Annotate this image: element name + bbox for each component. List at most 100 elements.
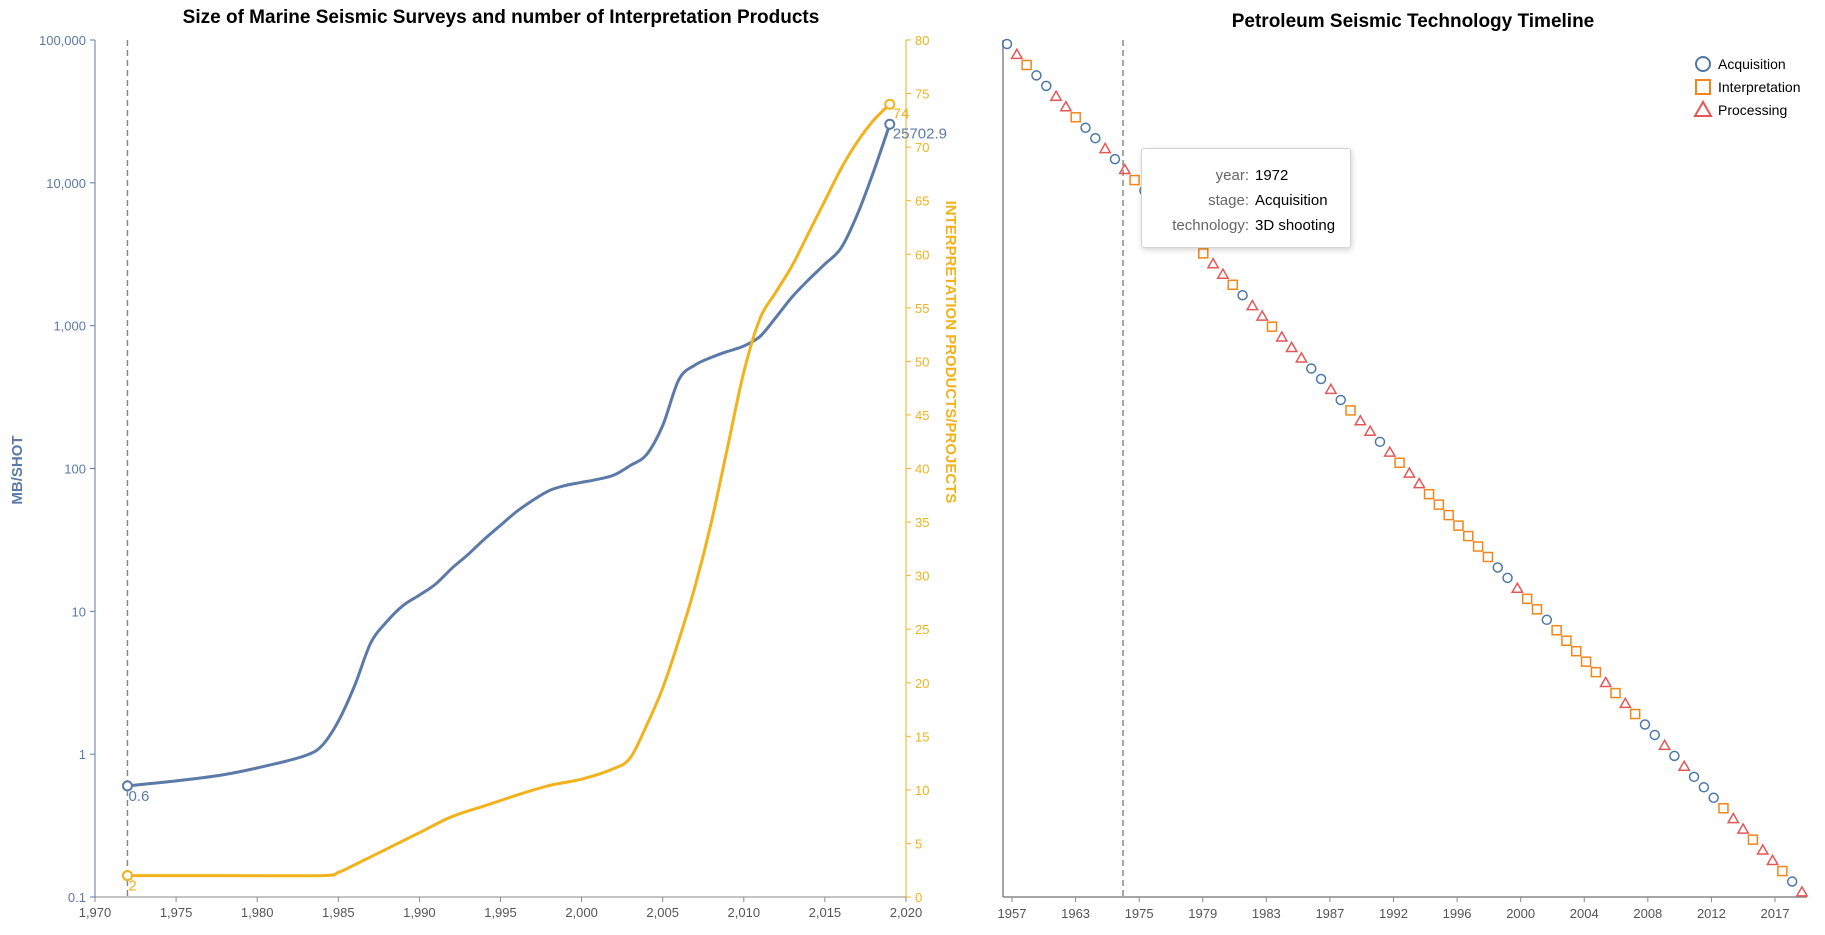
acquisition-point[interactable] — [1306, 363, 1317, 374]
interpretation-point[interactable] — [1227, 279, 1238, 291]
acquisition-point[interactable] — [1315, 373, 1327, 385]
acquisition-point[interactable] — [1109, 153, 1121, 165]
legend-label: Acquisition — [1718, 56, 1786, 72]
processing-point[interactable] — [1324, 382, 1338, 395]
survey-size-chart: Size of Marine Seismic Surveys and numbe… — [9, 7, 959, 920]
acquisition-point[interactable] — [1502, 572, 1513, 584]
acquisition-point[interactable] — [1031, 70, 1042, 81]
interpretation-point[interactable] — [1463, 530, 1474, 542]
processing-point[interactable] — [1402, 466, 1416, 478]
x-tick-label: 1,995 — [484, 905, 517, 920]
interpretation-point[interactable] — [1070, 112, 1081, 123]
processing-point[interactable] — [1756, 843, 1770, 855]
interpretation-point[interactable] — [1610, 687, 1621, 699]
acquisition-point[interactable] — [1090, 132, 1101, 144]
timeline-x-tick-label: 2004 — [1570, 906, 1599, 921]
acquisition-point[interactable] — [1639, 719, 1651, 730]
interpretation-point[interactable] — [1129, 174, 1140, 186]
right-y-tick-label: 25 — [915, 622, 929, 637]
interpretation-point[interactable] — [1580, 656, 1592, 667]
interpretation-point[interactable] — [1394, 457, 1405, 469]
processing-point[interactable] — [1658, 738, 1672, 751]
interpretation-point[interactable] — [1266, 321, 1278, 332]
acquisition-point[interactable] — [1001, 38, 1013, 50]
interpretation-point[interactable] — [1345, 405, 1356, 416]
interpretation-point[interactable] — [1747, 834, 1759, 845]
interpretation-point[interactable] — [1443, 509, 1454, 521]
processing-point[interactable] — [1285, 340, 1299, 353]
timeline-x-tick-label: 1983 — [1252, 906, 1281, 921]
processing-point[interactable] — [1049, 89, 1063, 101]
processing-point[interactable] — [1245, 299, 1259, 311]
processing-point[interactable] — [1618, 696, 1632, 709]
interpretation-point[interactable] — [1590, 666, 1602, 678]
interpretation-point[interactable] — [1629, 708, 1641, 720]
processing-point[interactable] — [1677, 759, 1691, 772]
processing-point[interactable] — [1766, 853, 1780, 866]
processing-point[interactable] — [1412, 477, 1426, 489]
interpretation-point[interactable] — [1551, 625, 1562, 636]
interpretation-point[interactable] — [1531, 604, 1543, 615]
tooltip-key: stage: — [1208, 192, 1249, 209]
tooltip-value: 1972 — [1255, 167, 1289, 184]
acquisition-point[interactable] — [1041, 80, 1052, 92]
start-point-marker[interactable] — [121, 780, 133, 792]
acquisition-point[interactable] — [1708, 792, 1719, 804]
acquisition-point[interactable] — [1374, 436, 1386, 448]
end-point-marker[interactable] — [884, 118, 896, 130]
start-value-label: 0.6 — [128, 788, 149, 805]
acquisition-point[interactable] — [1237, 290, 1248, 301]
start-point-marker[interactable] — [121, 870, 133, 882]
timeline-legend[interactable]: Acquisition Interpretation Processing — [1693, 56, 1801, 118]
x-tick-label: 1,970 — [79, 905, 112, 920]
right-y-tick-label: 10 — [915, 783, 929, 798]
processing-point[interactable] — [1255, 309, 1269, 321]
interpretation-point[interactable] — [1472, 541, 1484, 552]
interpretation-point[interactable] — [1777, 865, 1788, 877]
acquisition-point[interactable] — [1688, 771, 1700, 783]
interpretation-point[interactable] — [1433, 499, 1445, 510]
legend-label: Interpretation — [1718, 79, 1801, 95]
processing-point[interactable] — [1206, 257, 1220, 269]
acquisition-legend-marker[interactable] — [1695, 56, 1711, 72]
acquisition-point[interactable] — [1335, 394, 1346, 406]
processing-point[interactable] — [1599, 675, 1613, 688]
processing-point[interactable] — [1059, 100, 1073, 112]
interpretation-point[interactable] — [1718, 802, 1729, 814]
x-tick-label: 2,000 — [565, 905, 598, 920]
processing-point[interactable] — [1353, 414, 1367, 426]
processing-point[interactable] — [1383, 445, 1397, 457]
acquisition-point[interactable] — [1541, 614, 1553, 626]
processing-legend-marker[interactable] — [1693, 99, 1713, 118]
acquisition-point[interactable] — [1080, 122, 1091, 134]
interpretation-point[interactable] — [1482, 551, 1494, 563]
interpretation-legend-marker[interactable] — [1695, 79, 1711, 95]
acquisition-point[interactable] — [1492, 562, 1503, 573]
interpretation-point[interactable] — [1521, 593, 1533, 605]
processing-point[interactable] — [1098, 142, 1112, 154]
right-y-tick-label: 5 — [915, 836, 922, 851]
interpretation-point[interactable] — [1198, 248, 1209, 259]
interpretation-point[interactable] — [1561, 635, 1572, 646]
processing-point[interactable] — [1726, 812, 1740, 824]
interpretation-products-line — [127, 103, 891, 878]
processing-point[interactable] — [1216, 267, 1230, 279]
processing-point[interactable] — [1795, 885, 1809, 897]
interpretation-point[interactable] — [1021, 59, 1032, 71]
interpretation-point[interactable] — [1423, 488, 1435, 500]
acquisition-point[interactable] — [1649, 729, 1661, 741]
processing-point[interactable] — [1294, 351, 1308, 363]
processing-point[interactable] — [1736, 822, 1750, 834]
acquisition-point[interactable] — [1698, 782, 1710, 793]
acquisition-point[interactable] — [1669, 750, 1680, 762]
acquisition-point[interactable] — [1786, 876, 1798, 887]
interpretation-point[interactable] — [1571, 645, 1582, 657]
processing-point[interactable] — [1510, 581, 1524, 594]
processing-point[interactable] — [1118, 162, 1132, 175]
x-tick-label: 1,985 — [322, 905, 355, 920]
processing-point[interactable] — [1275, 330, 1289, 342]
interpretation-point[interactable] — [1453, 520, 1464, 531]
processing-point[interactable] — [1010, 47, 1024, 60]
end-point-marker[interactable] — [884, 98, 896, 110]
processing-point[interactable] — [1363, 424, 1377, 436]
